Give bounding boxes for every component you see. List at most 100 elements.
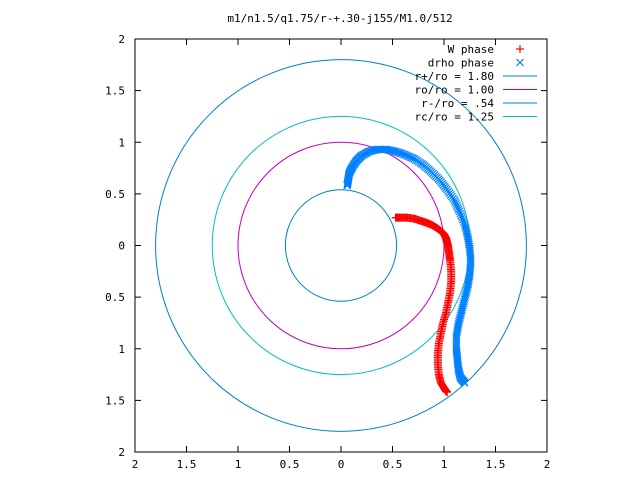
legend-swatch-w-phase (516, 45, 524, 53)
circle-r-ro-1-80 (155, 59, 527, 432)
cross-b (458, 213, 466, 222)
cross-b (390, 147, 398, 156)
cross-b (387, 146, 395, 155)
cross-b (456, 209, 465, 218)
cross-b (462, 228, 471, 237)
drho-phase-point (390, 147, 398, 156)
drho-phase-point (343, 179, 352, 188)
legend-label-drho-phase: drho phase (428, 57, 494, 70)
drho-phase-point (391, 147, 400, 156)
x-tick-label: 2 (544, 458, 551, 471)
cross-b (460, 219, 469, 228)
x-tick-label: 1 (235, 458, 242, 471)
cross-b (464, 236, 473, 245)
cross-b (405, 152, 414, 161)
drho-phase-point (459, 217, 468, 226)
y-tick-label: 0.5 (105, 188, 125, 201)
cross-b (399, 150, 408, 159)
cross-b (455, 368, 464, 377)
legend-swatch-drho-phase (516, 58, 524, 67)
cross-b (343, 181, 352, 190)
circle-r-ro-54 (284, 189, 398, 302)
series-drho-phase (343, 145, 475, 387)
cross-b (463, 230, 472, 239)
x-tick-label: 1.5 (177, 458, 197, 471)
legend-label-r-ro-1-80: r+/ro = 1.80 (415, 70, 494, 83)
x-tick-label: 0.5 (383, 458, 403, 471)
cross-b (407, 153, 415, 162)
y-tick-label: 0 (118, 240, 125, 253)
cross-b (402, 151, 411, 160)
y-tick-label: 1 (118, 343, 125, 356)
legend-label-rc-ro-1-25: rc/ro = 1.25 (415, 111, 494, 124)
cross-b (452, 199, 460, 208)
cross-b (451, 198, 460, 206)
cross-b (391, 147, 400, 156)
y-tick-label: 1 (118, 136, 125, 149)
drho-phase-point (457, 211, 466, 220)
cross-b (465, 240, 473, 249)
drho-phase-point (456, 209, 465, 218)
cross-b (452, 201, 461, 210)
drho-phase-point (451, 198, 460, 206)
legend-label-w-phase: W phase (448, 43, 494, 56)
x-tick-label: 1.5 (486, 458, 506, 471)
cross-b (454, 205, 463, 214)
cross-b (457, 211, 466, 220)
w-phase-point (391, 213, 400, 222)
cross-b (465, 246, 474, 255)
axis-ticks: 2 1.5 1 0.5 0 0.5 1 1.5 221.510.500.511.52 (105, 33, 550, 471)
y-tick-label: 1.5 (105, 394, 125, 407)
cross-b (464, 234, 472, 243)
cross-b (343, 179, 352, 188)
cross-b (461, 221, 470, 230)
cross-b (466, 250, 475, 259)
legend-label-r-ro-54: r-/ro = .54 (421, 97, 494, 110)
y-tick-label: 2 (118, 446, 125, 459)
y-tick-label: 0.5 (105, 291, 125, 304)
circle-ro-ro-1-00 (237, 141, 445, 350)
cross-b (343, 180, 352, 189)
x-tick-label: 2 (132, 458, 139, 471)
cross-b (459, 217, 468, 226)
x-tick-label: 0 (338, 458, 345, 471)
drho-phase-point (458, 213, 466, 222)
chart-title: m1/n1.5/q1.75/r-+.30-j155/M1.0/512 (227, 12, 452, 25)
cross-b (466, 252, 475, 261)
cross-b (404, 152, 412, 160)
legend-label-ro-ro-1-00: ro/ro = 1.00 (415, 84, 494, 97)
x-tick-label: 1 (441, 458, 448, 471)
cross-b (461, 224, 470, 232)
cross-b (388, 146, 397, 155)
cross-b (466, 257, 475, 265)
y-tick-label: 2 (118, 33, 125, 46)
cross-b (516, 58, 524, 67)
cross-b (458, 215, 467, 224)
circle-rc-ro-1-25 (211, 115, 471, 376)
cross-b (466, 254, 475, 263)
cross-b (462, 226, 471, 234)
cross-b (455, 207, 464, 216)
drho-phase-point (343, 181, 352, 190)
cross-b (343, 178, 352, 187)
cross-b (464, 238, 473, 247)
drho-phase-point (387, 146, 395, 155)
cross-b (396, 149, 405, 158)
drho-phase-point (343, 178, 352, 187)
drho-phase-point (458, 215, 467, 224)
cross-b (393, 148, 402, 156)
cross-b (465, 244, 474, 253)
cross-b (453, 203, 462, 212)
cross-b (408, 154, 417, 163)
cross-b (400, 150, 409, 159)
cross-b (394, 148, 403, 157)
drho-phase-point (388, 146, 397, 155)
data-points (343, 145, 475, 397)
cross-b (455, 369, 464, 378)
x-tick-label: 0.5 (280, 458, 300, 471)
cross-b (410, 154, 419, 163)
y-tick-label: 1.5 (105, 85, 125, 98)
cross-b (452, 346, 461, 355)
